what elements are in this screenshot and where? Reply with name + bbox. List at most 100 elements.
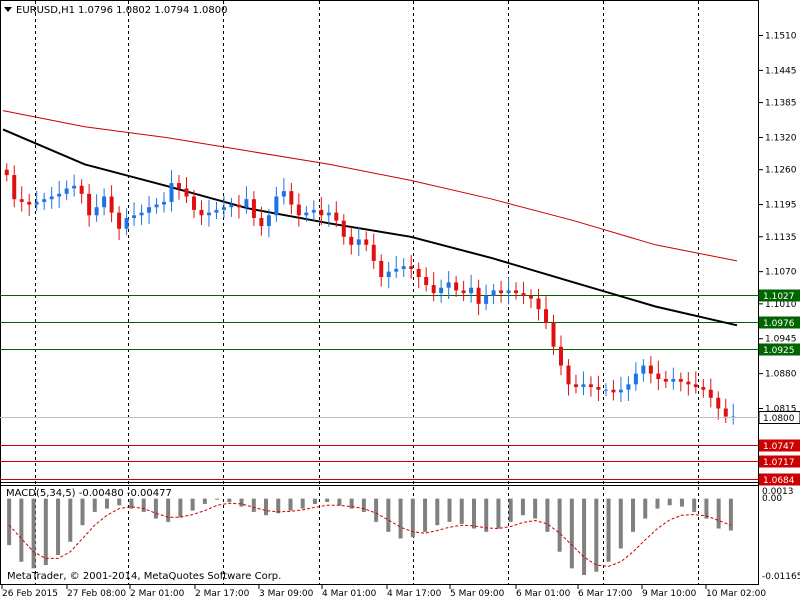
price-tick-10: 1.0880 [765, 370, 797, 380]
candle-97 [731, 403, 736, 425]
macd-bar-27 [337, 498, 342, 506]
candle-64 [484, 284, 489, 311]
chart-header[interactable]: EURUSD,H1 1.0796 1.0802 1.0794 1.0800 [4, 5, 228, 16]
candle-35 [266, 208, 271, 238]
level-label-bg-4 [759, 455, 800, 468]
triangle-down-icon[interactable] [4, 7, 12, 12]
price-panel [0, 0, 759, 483]
time-label-10: 9 Mar 10:00 [642, 589, 697, 599]
candle-21 [162, 192, 167, 213]
level-labels: 1.1027 1.0976 1.0925 1.0747 1.0717 1.0684 [759, 289, 800, 486]
candle-88 [663, 370, 668, 389]
macd-bar-45 [557, 498, 562, 552]
candle-63 [476, 279, 481, 316]
candle-48 [364, 231, 369, 252]
macd-bar-24 [300, 498, 305, 509]
price-tick-1: 1.1445 [765, 66, 797, 76]
candle-4 [34, 190, 39, 211]
current-price-label: 1.0800 [758, 411, 800, 424]
level-label-bg-1 [759, 316, 800, 329]
candle-90 [678, 372, 683, 392]
candle-84 [633, 362, 638, 391]
price-tick-0: 1.1510 [765, 32, 797, 42]
candle-24 [184, 177, 189, 203]
macd-bar-3 [43, 498, 48, 566]
candle-92 [693, 371, 698, 394]
macd-bar-53 [655, 498, 660, 509]
candle-13 [102, 188, 107, 216]
level-label-3: 1.0747 [763, 442, 795, 452]
macd-bar-31 [386, 498, 391, 532]
candle-3 [27, 193, 32, 216]
current-price-text: 1.0800 [763, 414, 795, 424]
macd-histogram [7, 498, 733, 576]
level-lines [0, 295, 759, 480]
candle-80 [603, 383, 608, 397]
candle-73 [551, 314, 556, 355]
candle-33 [251, 191, 256, 227]
macd-bar-50 [618, 498, 623, 549]
macd-bar-5 [68, 498, 73, 542]
candle-75 [566, 359, 571, 396]
level-label-bg-2 [759, 343, 800, 356]
level-label-1: 1.0976 [763, 319, 795, 329]
candle-42 [319, 197, 324, 225]
macd-bar-14 [178, 498, 183, 518]
candle-41 [311, 200, 316, 221]
price-tick-11: 1.0815 [765, 405, 797, 415]
macd-bar-23 [288, 498, 293, 511]
level-label-bg-5 [759, 473, 800, 486]
candle-2 [19, 186, 24, 212]
macd-bar-39 [484, 498, 489, 532]
price-tick-3: 1.1320 [765, 133, 797, 143]
macd-bar-11 [141, 498, 146, 512]
ma-slow-line [2, 110, 738, 262]
macd-bar-48 [594, 498, 599, 572]
candle-81 [611, 380, 616, 401]
candle-68 [514, 282, 519, 300]
macd-bar-12 [153, 498, 158, 519]
macd-axis-top: 0.0013 [762, 487, 794, 497]
macd-bar-57 [704, 498, 709, 519]
macd-bar-52 [643, 498, 648, 519]
candle-5 [42, 192, 47, 210]
time-label-0: 26 Feb 2015 [2, 589, 58, 599]
level-label-5: 1.0684 [763, 476, 795, 486]
candle-87 [656, 360, 661, 391]
price-tick-6: 1.1135 [765, 233, 797, 243]
time-label-7: 5 Mar 09:00 [450, 589, 505, 599]
candle-40 [304, 206, 309, 222]
candle-23 [177, 175, 182, 200]
time-label-6: 4 Mar 17:00 [387, 589, 442, 599]
time-label-2: 2 Mar 01:00 [130, 589, 185, 599]
macd-bar-18 [227, 498, 232, 502]
candle-18 [139, 204, 144, 225]
candle-29 [221, 195, 226, 218]
macd-bar-16 [202, 498, 207, 504]
macd-bar-44 [545, 498, 550, 532]
candle-14 [109, 185, 114, 223]
candle-34 [259, 206, 264, 236]
candle-16 [124, 208, 129, 236]
macd-bar-46 [569, 498, 574, 569]
candle-25 [191, 190, 196, 218]
grid-lines [35, 1, 699, 584]
candle-26 [199, 200, 204, 225]
ma-fast-line [2, 128, 738, 327]
candle-59 [446, 271, 451, 300]
macd-bar-6 [80, 498, 85, 526]
time-label-1: 27 Feb 08:00 [67, 589, 126, 599]
candle-82 [618, 376, 623, 403]
macd-bar-4 [56, 498, 61, 556]
candle-19 [147, 195, 152, 224]
macd-bar-38 [471, 498, 476, 529]
candle-10 [79, 179, 84, 204]
candle-15 [117, 206, 122, 240]
price-tick-2: 1.1385 [765, 99, 797, 109]
candle-39 [296, 193, 301, 227]
macd-bar-20 [251, 498, 256, 512]
candle-61 [461, 280, 466, 302]
candle-22 [169, 170, 174, 212]
macd-bar-34 [423, 498, 428, 532]
